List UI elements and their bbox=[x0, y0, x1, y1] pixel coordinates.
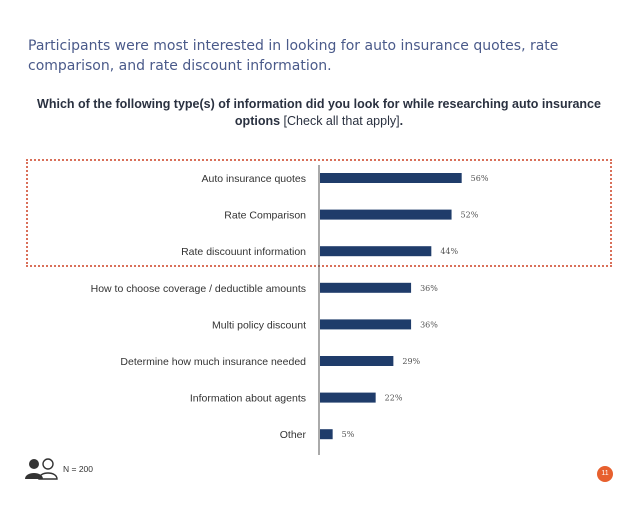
sample-size: N = 200 bbox=[63, 464, 94, 474]
category-label: How to choose coverage / deductible amou… bbox=[91, 283, 306, 295]
value-label: 44% bbox=[440, 247, 458, 256]
value-label: 36% bbox=[420, 284, 438, 293]
page-number-badge: 11 bbox=[597, 466, 613, 482]
value-label: 36% bbox=[420, 320, 438, 329]
question-end: . bbox=[399, 114, 404, 128]
bar bbox=[320, 173, 462, 183]
value-label: 22% bbox=[385, 394, 403, 403]
bar bbox=[320, 392, 376, 403]
category-label: Multi policy discount bbox=[212, 319, 306, 331]
category-label: Rate Comparison bbox=[224, 210, 306, 222]
bars-layer: Auto insurance quotes 56% Rate Comparison 5… bbox=[91, 173, 489, 441]
category-label: Determine how much insurance needed bbox=[120, 356, 306, 368]
people-icon bbox=[25, 458, 58, 480]
bar bbox=[320, 246, 432, 257]
value-label: 52% bbox=[461, 211, 479, 220]
category-label: Information about agents bbox=[190, 393, 306, 405]
bar bbox=[320, 429, 333, 440]
bar bbox=[320, 356, 394, 366]
question-text: Which of the following type(s) of inform… bbox=[37, 97, 601, 128]
category-label: Other bbox=[280, 429, 307, 441]
category-label: Auto insurance quotes bbox=[202, 173, 307, 185]
survey-question: Which of the following type(s) of inform… bbox=[20, 96, 618, 130]
value-label: 56% bbox=[471, 174, 489, 183]
question-note: [Check all that apply] bbox=[283, 114, 400, 128]
bar bbox=[320, 282, 412, 293]
value-label: 29% bbox=[402, 357, 420, 366]
bar bbox=[320, 319, 412, 330]
category-label: Rate discouunt information bbox=[181, 246, 306, 258]
bar bbox=[320, 209, 452, 220]
page-headline: Participants were most interested in loo… bbox=[28, 38, 559, 74]
value-label: 5% bbox=[342, 430, 355, 439]
